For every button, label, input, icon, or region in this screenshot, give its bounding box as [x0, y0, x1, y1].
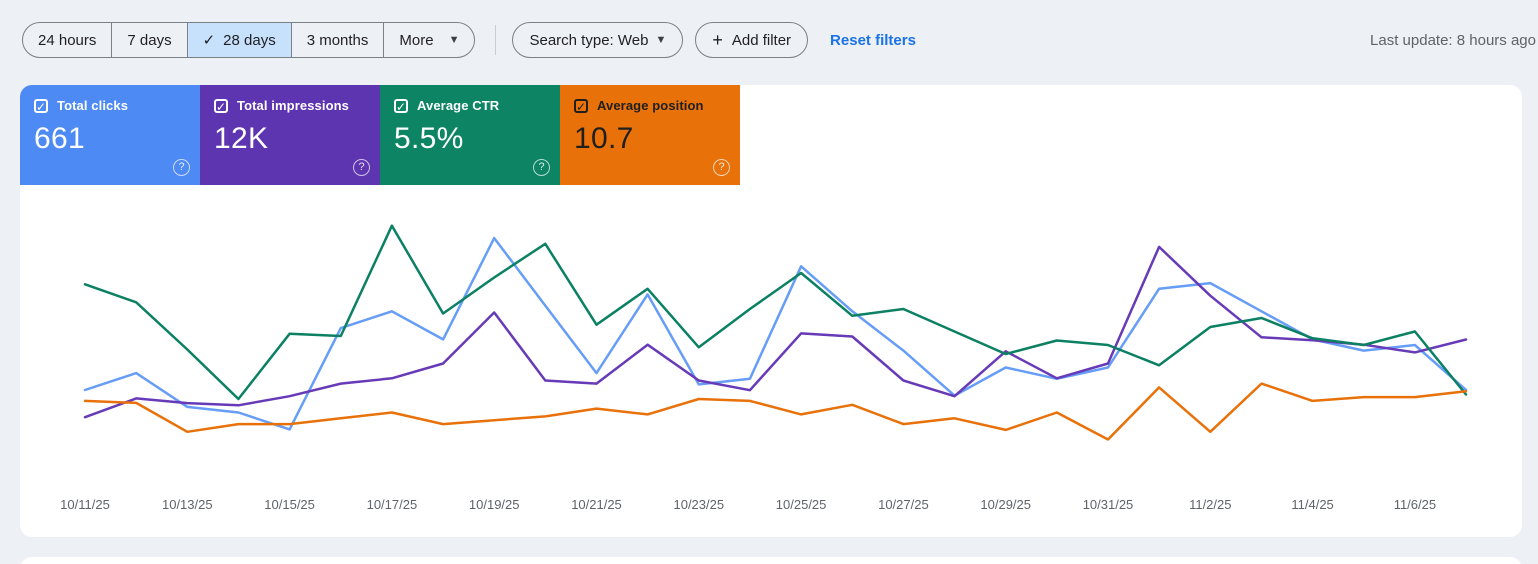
x-axis-label: 10/19/25: [469, 497, 520, 512]
total-impressions-checkbox[interactable]: ✓: [214, 98, 228, 114]
x-axis-label: 10/17/25: [367, 497, 418, 512]
date-range-label: 28 days: [223, 31, 276, 49]
metric-label: Average position: [597, 98, 704, 113]
total-clicks-checkbox[interactable]: ✓: [34, 98, 48, 114]
date-range-24-hours[interactable]: 24 hours: [23, 23, 113, 57]
date-range-label: 24 hours: [38, 31, 97, 49]
performance-card: ✓ Total clicks 661 ? ✓ Total impressions…: [20, 85, 1522, 537]
chevron-down-icon: ▼: [448, 34, 460, 46]
search-type-label: Search type: Web: [529, 31, 649, 49]
more-label: More: [399, 31, 434, 49]
average-ctr-card[interactable]: ✓ Average CTR 5.5% ?: [380, 85, 560, 185]
x-axis-label: 10/25/25: [776, 497, 827, 512]
next-section-card-edge: [20, 557, 1522, 564]
metric-label: Total clicks: [57, 98, 129, 113]
date-range-7-days[interactable]: 7 days: [112, 23, 188, 57]
add-filter-button[interactable]: + Add filter: [695, 22, 809, 58]
help-icon[interactable]: ?: [713, 159, 730, 176]
reset-filters-link[interactable]: Reset filters: [830, 31, 916, 49]
help-icon[interactable]: ?: [533, 159, 550, 176]
filters-toolbar: 24 hours 7 days ✓ 28 days 3 months More …: [22, 22, 1536, 58]
average-ctr-value: 5.5%: [394, 122, 464, 155]
x-axis-label: 10/31/25: [1083, 497, 1134, 512]
x-axis-label: 11/4/25: [1291, 497, 1333, 512]
total-clicks-card[interactable]: ✓ Total clicks 661 ?: [20, 85, 200, 185]
x-axis-label: 10/21/25: [571, 497, 622, 512]
date-range-more-button[interactable]: More ▼: [384, 23, 474, 57]
x-axis-label: 10/15/25: [264, 497, 315, 512]
search-type-dropdown[interactable]: Search type: Web ▼: [512, 22, 684, 58]
total-clicks-value: 661: [34, 122, 85, 155]
chart-line-position: [83, 382, 1468, 441]
check-icon: ✓: [202, 32, 216, 49]
chart-area: 10/11/25 10/13/25 10/15/25 10/17/25 10/19/25…: [20, 185, 1522, 537]
average-position-checkbox[interactable]: ✓: [574, 98, 588, 114]
date-range-label: 7 days: [127, 31, 172, 49]
add-filter-label: Add filter: [731, 31, 792, 49]
x-axis-label: 10/27/25: [878, 497, 929, 512]
chart-line-clicks: [83, 236, 1468, 431]
x-axis-label: 11/6/25: [1394, 497, 1436, 512]
help-icon[interactable]: ?: [353, 159, 370, 176]
x-axis-label: 10/29/25: [980, 497, 1031, 512]
help-icon[interactable]: ?: [173, 159, 190, 176]
date-range-selector: 24 hours 7 days ✓ 28 days 3 months More …: [22, 22, 476, 58]
average-position-card[interactable]: ✓ Average position 10.7 ?: [560, 85, 740, 185]
metric-label: Average CTR: [417, 98, 500, 113]
x-axis-label: 11/2/25: [1189, 497, 1231, 512]
chart-line-impressions: [83, 245, 1468, 419]
date-range-28-days[interactable]: ✓ 28 days: [187, 23, 292, 57]
average-ctr-checkbox[interactable]: ✓: [394, 98, 408, 114]
chart-line-ctr: [83, 224, 1468, 401]
total-impressions-card[interactable]: ✓ Total impressions 12K ?: [200, 85, 380, 185]
last-update-text: Last update: 8 hours ago: [1370, 31, 1536, 49]
date-range-3-months[interactable]: 3 months: [292, 23, 385, 57]
x-axis-label: 10/13/25: [162, 497, 213, 512]
total-impressions-value: 12K: [214, 122, 269, 155]
average-position-value: 10.7: [574, 122, 634, 155]
metric-cards: ✓ Total clicks 661 ? ✓ Total impressions…: [20, 85, 740, 185]
toolbar-divider: [495, 25, 497, 55]
plus-icon: +: [712, 29, 723, 50]
metric-label: Total impressions: [237, 98, 349, 113]
chevron-down-icon: ▼: [655, 34, 667, 46]
x-axis-label: 10/11/25: [60, 497, 110, 512]
performance-chart[interactable]: 10/11/25 10/13/25 10/15/25 10/17/25 10/19/25…: [20, 185, 1522, 537]
date-range-label: 3 months: [306, 31, 369, 49]
x-axis-label: 10/23/25: [673, 497, 724, 512]
